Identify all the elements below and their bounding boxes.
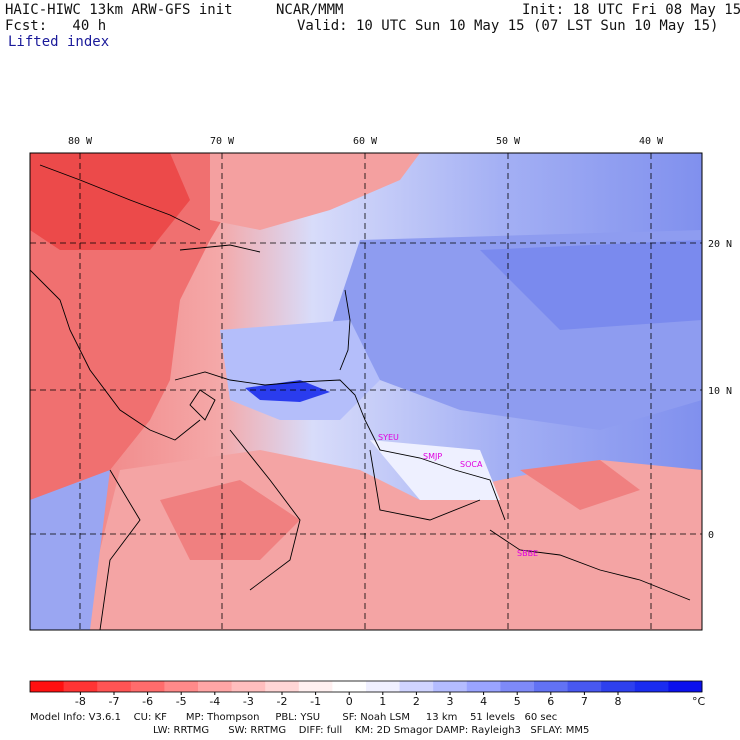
legend-swatch bbox=[668, 681, 703, 692]
warm-core-cuba bbox=[30, 153, 190, 250]
init-time: Init: 18 UTC Fri 08 May 15 bbox=[522, 2, 740, 18]
legend-swatch bbox=[567, 681, 602, 692]
legend-colorbar bbox=[29, 680, 703, 693]
model-title: HAIC-HIWC 13km ARW-GFS init bbox=[5, 2, 233, 18]
legend-tick-label: 8 bbox=[615, 695, 622, 708]
legend-tick-label: 6 bbox=[547, 695, 554, 708]
border-colombia bbox=[99, 469, 141, 630]
forecast-hour: Fcst: 40 h bbox=[5, 18, 107, 34]
legend-swatch bbox=[466, 681, 501, 692]
border-guianas bbox=[369, 449, 481, 521]
coast-maracaibo bbox=[189, 389, 216, 421]
legend-swatch bbox=[130, 681, 165, 692]
cool-region-pacific bbox=[30, 470, 110, 630]
legend-tick-label: 4 bbox=[480, 695, 487, 708]
legend-frame bbox=[29, 680, 703, 693]
legend-swatch bbox=[366, 681, 401, 692]
neutral-guianas bbox=[370, 440, 500, 500]
legend-unit: °C bbox=[692, 695, 706, 708]
legend-swatch bbox=[534, 681, 569, 692]
coast-brazil bbox=[489, 529, 691, 601]
legend-swatch bbox=[63, 681, 98, 692]
legend-swatch bbox=[265, 681, 300, 692]
legend-tick-label: -6 bbox=[142, 695, 153, 708]
legend-ticks: -8 -7 -6 -5 -4 -3 -2 -1 0 1 2 3 4 5 6 7 8 bbox=[75, 692, 622, 708]
coast-lesser-antilles bbox=[339, 289, 351, 371]
legend-swatch bbox=[97, 681, 132, 692]
lon-label-40w: 40 W bbox=[639, 136, 664, 147]
cool-band-north bbox=[480, 240, 702, 330]
warm-region-west bbox=[30, 153, 240, 630]
coast-cuba bbox=[39, 164, 201, 231]
lat-label-10n: 10 N bbox=[708, 386, 732, 397]
map-frame bbox=[29, 152, 703, 631]
lat-label-20n: 20 N bbox=[708, 239, 732, 250]
station-smjp: SMJP bbox=[423, 452, 442, 461]
lon-label-70w: 70 W bbox=[210, 136, 235, 147]
footer-model-info: Model Info: V3.6.1 CU: KF MP: Thompson P… bbox=[30, 712, 558, 723]
organization: NCAR/MMM bbox=[276, 2, 344, 18]
legend-tick-label: -1 bbox=[310, 695, 321, 708]
legend-tick-label: 7 bbox=[581, 695, 588, 708]
station-soca: SOCA bbox=[460, 460, 483, 469]
legend-swatch bbox=[231, 681, 266, 692]
map-field bbox=[30, 153, 702, 630]
legend-swatch bbox=[634, 681, 669, 692]
warm-region-north bbox=[210, 153, 420, 230]
legend-tick-label: 1 bbox=[379, 695, 386, 708]
legend-tick-label: 5 bbox=[514, 695, 521, 708]
legend-tick-label: -7 bbox=[109, 695, 120, 708]
warm-patch-sa2 bbox=[520, 460, 640, 510]
warm-patch-sa1 bbox=[160, 480, 300, 560]
border-venezuela bbox=[229, 429, 301, 591]
legend-swatch bbox=[298, 681, 333, 692]
lat-label-0: 0 bbox=[708, 530, 714, 541]
legend-swatch bbox=[433, 681, 468, 692]
station-syeu: SYEU bbox=[378, 433, 399, 442]
legend-swatch bbox=[332, 681, 367, 692]
station-sbbe: SBBE bbox=[517, 549, 538, 558]
legend-swatch bbox=[601, 681, 636, 692]
legend-tick-label: -5 bbox=[176, 695, 187, 708]
legend-swatch bbox=[164, 681, 199, 692]
legend-tick-label: -8 bbox=[75, 695, 86, 708]
lon-label-50w: 50 W bbox=[496, 136, 521, 147]
legend-swatch bbox=[399, 681, 434, 692]
legend-tick-label: 2 bbox=[413, 695, 420, 708]
legend-tick-label: 0 bbox=[346, 695, 353, 708]
coast-north-south-america bbox=[174, 371, 506, 521]
legend-tick-label: -2 bbox=[277, 695, 288, 708]
valid-time: Valid: 10 UTC Sun 10 May 15 (07 LST Sun … bbox=[297, 18, 719, 34]
legend-tick-label: -3 bbox=[243, 695, 254, 708]
deep-cool-streak bbox=[245, 380, 330, 402]
legend-swatch bbox=[500, 681, 535, 692]
legend-tick-label: 3 bbox=[447, 695, 454, 708]
legend-tick-label: -4 bbox=[209, 695, 220, 708]
coast-hispaniola bbox=[179, 244, 261, 253]
lon-label-60w: 60 W bbox=[353, 136, 378, 147]
footer-physics-info: LW: RRTMG SW: RRTMG DIFF: full KM: 2D Sm… bbox=[153, 725, 590, 736]
lon-label-80w: 80 W bbox=[68, 136, 93, 147]
legend-swatch bbox=[198, 681, 233, 692]
field-name: Lifted index bbox=[8, 34, 110, 50]
lat-lon-grid bbox=[30, 153, 702, 630]
legend-swatch bbox=[30, 681, 65, 692]
